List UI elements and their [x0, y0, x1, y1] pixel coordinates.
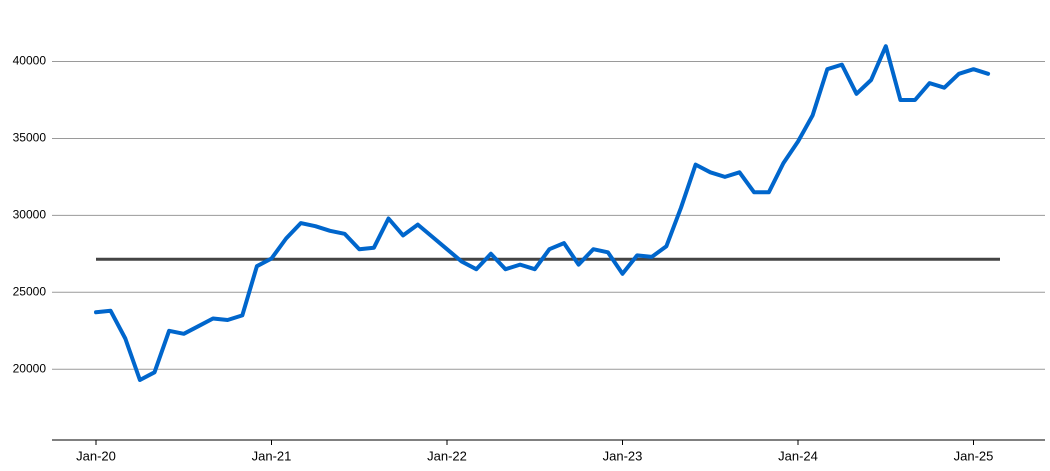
x-tick-label: Jan-23 [603, 448, 643, 463]
y-tick-label: 25000 [13, 284, 47, 298]
x-tick-label: Jan-21 [252, 448, 292, 463]
y-tick-label: 30000 [13, 208, 47, 222]
y-tick-label: 40000 [13, 54, 47, 68]
x-tick-label: Jan-25 [954, 448, 994, 463]
x-tick-label: Jan-22 [427, 448, 467, 463]
data-line [94, 44, 991, 382]
x-tick-label: Jan-24 [778, 448, 818, 463]
x-tick-label: Jan-20 [76, 448, 116, 463]
y-tick-label: 35000 [13, 131, 47, 145]
y-tick-label: 20000 [13, 361, 47, 375]
